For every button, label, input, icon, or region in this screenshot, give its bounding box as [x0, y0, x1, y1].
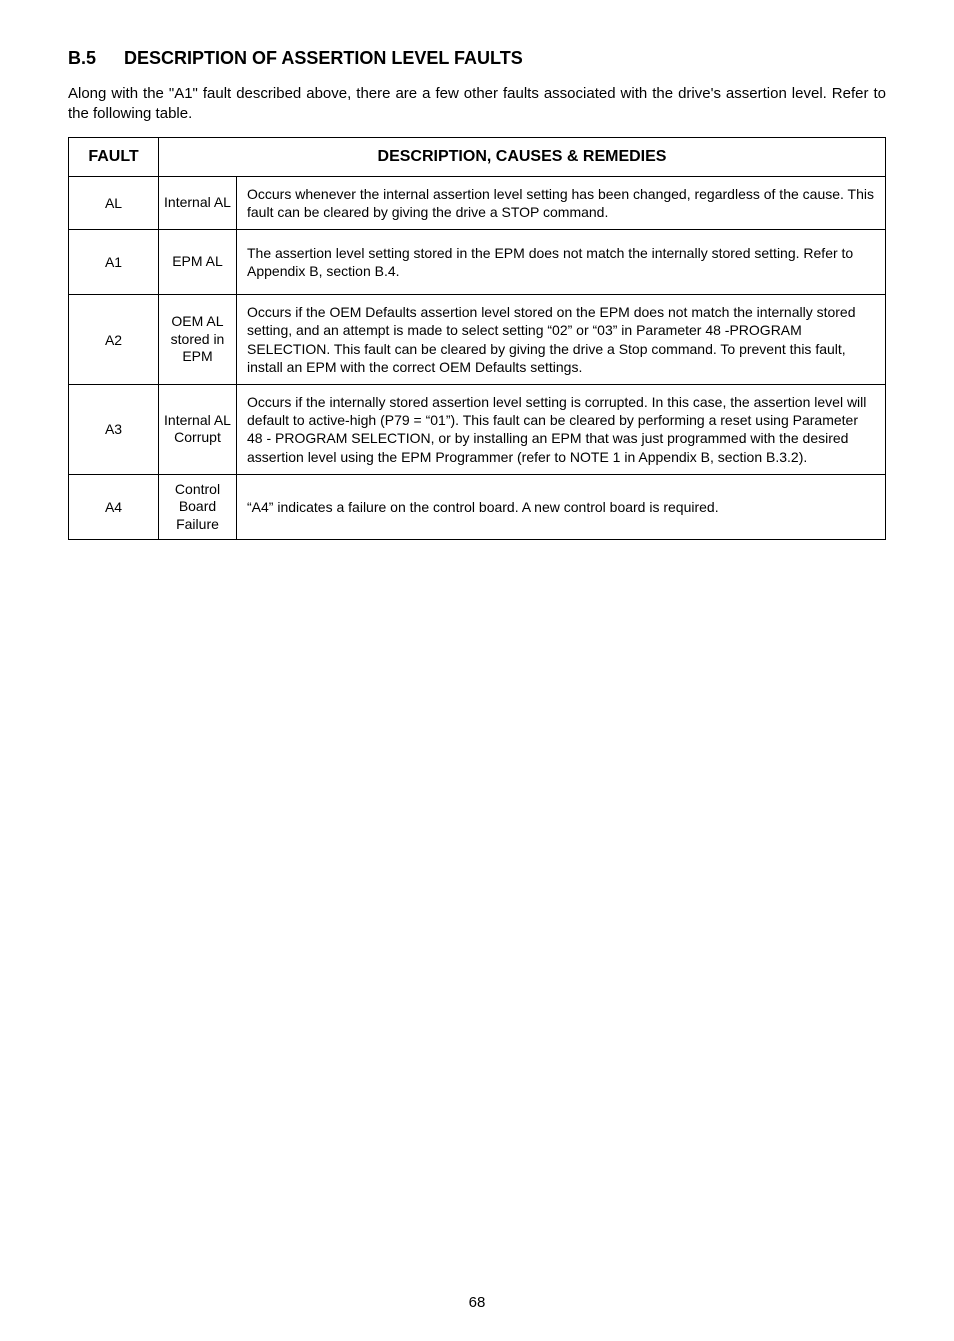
fault-description: Occurs if the OEM Defaults assertion lev… [237, 295, 886, 385]
page: B.5 DESCRIPTION OF ASSERTION LEVEL FAULT… [0, 0, 954, 1341]
table-row: A1 EPM AL The assertion level setting st… [69, 229, 886, 294]
table-row: AL Internal AL Occurs whenever the inter… [69, 176, 886, 229]
table-row: A4 Control Board Failure “A4” indicates … [69, 474, 886, 540]
table-row: A2 OEM AL stored in EPM Occurs if the OE… [69, 295, 886, 385]
page-number: 68 [0, 1294, 954, 1311]
fault-subtype: OEM AL stored in EPM [159, 295, 237, 385]
header-fault: FAULT [69, 137, 159, 176]
fault-subtype: Internal AL [159, 176, 237, 229]
fault-code: A1 [69, 229, 159, 294]
fault-description: Occurs if the internally stored assertio… [237, 385, 886, 475]
fault-description: The assertion level setting stored in th… [237, 229, 886, 294]
table-header-row: FAULT DESCRIPTION, CAUSES & REMEDIES [69, 137, 886, 176]
fault-description: “A4” indicates a failure on the control … [237, 474, 886, 540]
fault-description: Occurs whenever the internal assertion l… [237, 176, 886, 229]
fault-code: AL [69, 176, 159, 229]
fault-subtype: Control Board Failure [159, 474, 237, 540]
fault-subtype: Internal AL Corrupt [159, 385, 237, 475]
fault-code: A3 [69, 385, 159, 475]
intro-paragraph: Along with the "A1" fault described abov… [68, 84, 886, 125]
header-desc: DESCRIPTION, CAUSES & REMEDIES [159, 137, 886, 176]
fault-table: FAULT DESCRIPTION, CAUSES & REMEDIES AL … [68, 137, 886, 541]
fault-subtype: EPM AL [159, 229, 237, 294]
fault-code: A4 [69, 474, 159, 540]
fault-code: A2 [69, 295, 159, 385]
section-number: B.5 [68, 48, 124, 69]
table-row: A3 Internal AL Corrupt Occurs if the int… [69, 385, 886, 475]
section-heading: B.5 DESCRIPTION OF ASSERTION LEVEL FAULT… [68, 48, 886, 69]
section-title: DESCRIPTION OF ASSERTION LEVEL FAULTS [124, 48, 523, 69]
